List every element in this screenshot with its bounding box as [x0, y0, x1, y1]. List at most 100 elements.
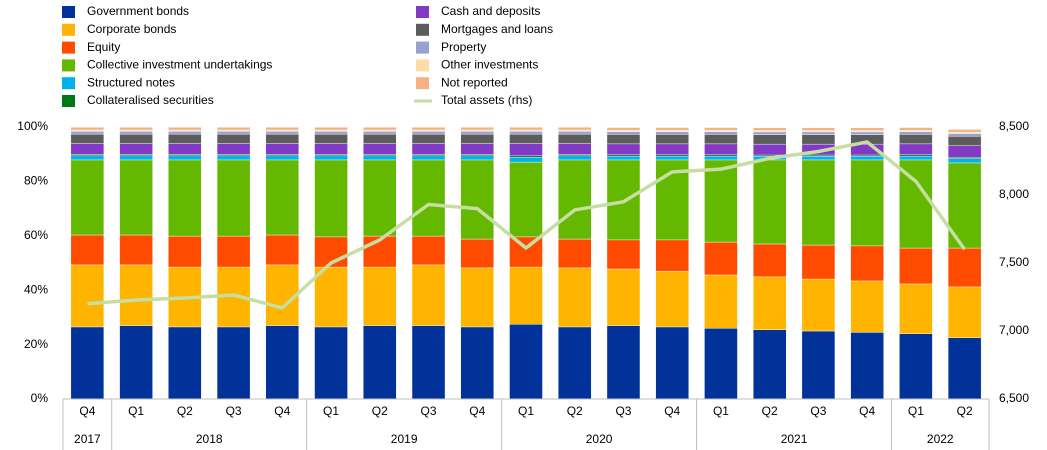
bar-segment [119, 325, 153, 400]
bar-segment [460, 159, 494, 240]
bar-segment [460, 238, 494, 269]
bar-segment [411, 159, 446, 237]
x-tick-label: Q1 [713, 404, 729, 418]
bar-segment [70, 264, 105, 328]
x-tick-label: Q1 [908, 404, 924, 418]
year-label: 2018 [196, 432, 223, 446]
bar-segment [801, 131, 836, 135]
bar-segment [216, 129, 251, 132]
bar-segment [801, 330, 836, 400]
bar-segment [947, 133, 982, 137]
x-tick-label: Q3 [615, 404, 631, 418]
bar-segment [655, 239, 689, 272]
bar-segment [947, 337, 982, 400]
bar-segment [704, 328, 738, 400]
legend-swatch [62, 59, 75, 72]
x-tick-label: Q4 [859, 404, 875, 418]
bar-segment [119, 129, 153, 132]
legend-swatch [416, 6, 429, 18]
legend-label: Collateralised securities [87, 93, 214, 107]
bar-segment [899, 247, 933, 285]
bar-segment [216, 143, 251, 155]
bar-segment [558, 127, 592, 131]
bar-segment [606, 325, 641, 400]
bar-segment [850, 127, 884, 131]
y-tick-label: 0% [31, 391, 49, 405]
bar-segment [216, 326, 251, 400]
bar-segment [704, 127, 738, 131]
legend-label: Other investments [441, 58, 538, 72]
x-tick-label: Q2 [762, 404, 778, 418]
bar-segment [314, 133, 348, 144]
bar-segment [509, 127, 543, 131]
bar-segment [168, 143, 202, 155]
x-tick-label: Q4 [664, 404, 680, 418]
year-label: 2022 [927, 432, 954, 446]
x-tick-label: Q4 [274, 404, 290, 418]
bar-segment [899, 333, 933, 400]
bar-segment [70, 129, 105, 132]
bar-segment [265, 325, 300, 400]
bar-segment [216, 159, 251, 237]
bar-segment [558, 238, 592, 269]
bar-segment [119, 264, 153, 326]
bar-segment [363, 154, 397, 157]
bar-segment [947, 286, 982, 339]
bar-segment [850, 130, 884, 133]
y2-tick-label: 7,000 [999, 323, 1029, 337]
bar-segment [314, 155, 348, 161]
bar-segment [947, 131, 982, 134]
bar-segment [704, 155, 738, 161]
bar-segment [265, 159, 300, 236]
bar-segment [216, 127, 251, 131]
legend-swatch [416, 59, 429, 72]
bar-segment [168, 154, 202, 157]
y2-tick-label: 6,500 [999, 391, 1029, 405]
bar-segment [752, 159, 787, 245]
y-tick-label: 80% [24, 174, 48, 188]
x-tick-label: Q1 [518, 404, 534, 418]
bar-segment [411, 235, 446, 266]
bar-segment [509, 161, 543, 238]
bar-segment [558, 143, 592, 155]
bar-segment [411, 127, 446, 131]
legend-label: Property [441, 40, 486, 54]
bar-segment [509, 131, 543, 135]
bar-segment [752, 243, 787, 278]
legend-label: Cash and deposits [441, 4, 540, 18]
bar-segment [947, 247, 982, 288]
bar-segment [411, 133, 446, 144]
bar-segment [655, 154, 689, 157]
bar-segment [168, 159, 202, 237]
bar-segment [558, 267, 592, 328]
bar-segment [704, 154, 738, 157]
bar-segment [655, 143, 689, 155]
bar-segment [314, 326, 348, 400]
x-tick-label: Q3 [810, 404, 826, 418]
bar-segment [314, 131, 348, 135]
bar-segment [460, 155, 494, 161]
bar-segment [655, 131, 689, 135]
bar-segment [363, 155, 397, 161]
bar-segment [460, 326, 494, 400]
bar-segment [509, 324, 543, 400]
bar-segment [899, 143, 933, 155]
y-tick-label: 40% [24, 282, 48, 296]
bar-segment [265, 133, 300, 144]
legend-label: Corporate bonds [87, 22, 176, 36]
legend-label: Structured notes [87, 75, 175, 89]
bar-segment [363, 127, 397, 131]
bar-segment [899, 127, 933, 131]
bar-segment [655, 127, 689, 131]
bar-segment [168, 129, 202, 132]
bar-segment [752, 276, 787, 330]
bar-segment [850, 156, 884, 161]
bar-segment [70, 133, 105, 144]
bar-segment [899, 134, 933, 145]
bar-segment [460, 133, 494, 144]
bar-segment [70, 234, 105, 266]
bar-segment [752, 143, 787, 156]
bar-segment [704, 159, 738, 243]
bar-segment [509, 143, 543, 157]
